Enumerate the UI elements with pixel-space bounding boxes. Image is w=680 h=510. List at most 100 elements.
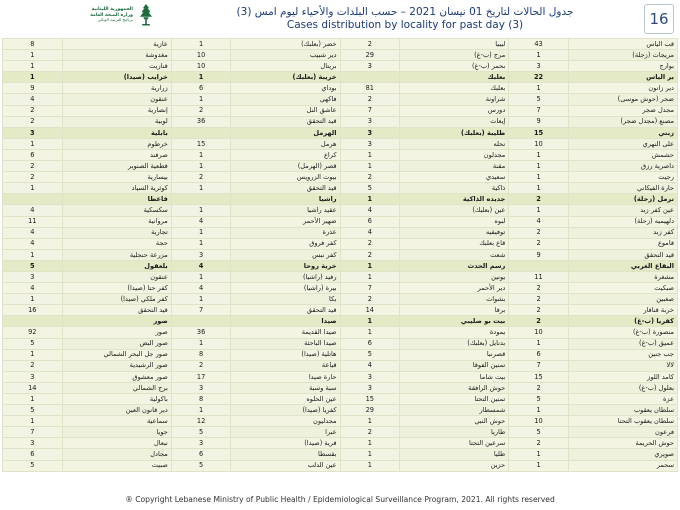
- locality-name-cell: بقسطا: [230, 448, 341, 461]
- case-count-cell: 3: [339, 115, 401, 128]
- locality-name-cell: تجارية: [61, 226, 172, 239]
- table-row: ترمل (زحلة) 2 جديده الذاكية 1 راشيا قاعطا: [2, 193, 679, 206]
- case-count-cell: 1: [508, 204, 569, 217]
- table-row: حوش الحريمة 2 سرعين التحتا 1 قرية (صيدا) 3 نبع…: [2, 437, 679, 450]
- case-count-cell: 6: [170, 82, 232, 95]
- case-count-cell: 1: [170, 337, 232, 350]
- locality-name-cell: خرطوم: [61, 137, 172, 150]
- locality-name-cell: رفيد (راشيا): [230, 270, 341, 284]
- case-count-cell: 14: [2, 381, 63, 395]
- table-row: جب جنين 6 قصرنبا 5 هاتلية (صيدا) 8 صور جل البح…: [2, 348, 679, 361]
- case-count-cell: 1: [170, 182, 232, 195]
- case-count-cell: 1: [339, 415, 401, 428]
- locality-name-cell: سبة وسبة: [230, 381, 341, 395]
- case-count-cell: 5: [339, 348, 401, 361]
- case-count-cell: 15: [508, 126, 569, 139]
- case-count-cell: 1: [339, 315, 401, 328]
- case-count-cell: 2: [508, 293, 569, 306]
- table-row: لالا 7 تمنين الفوقا 4 قياعة 2 صور الرشيدية 2: [2, 359, 679, 372]
- table-row: زبتي 15 طليبة (بعلبك) 3 الهرمل بابلية 3: [2, 126, 679, 139]
- case-count-cell: 1: [2, 60, 63, 73]
- locality-name-cell: خريبة (بعلبك): [230, 71, 341, 84]
- case-count-cell: 1: [339, 270, 401, 284]
- locality-name-cell: عنقون: [61, 270, 172, 284]
- table-row: على النهري 10 نحله 3 هرمل 15 خرطوم 1: [2, 137, 679, 150]
- copyright-text: ® Copyright Lebanese Ministry of Public …: [125, 495, 555, 504]
- locality-name-cell: إيعات: [399, 115, 510, 128]
- locality-name-cell: قيد التحقق: [230, 304, 341, 317]
- locality-name-cell: كراع: [230, 148, 341, 162]
- locality-name-cell: سلطان يعقوب التحتا: [567, 415, 679, 428]
- case-count-cell: 1: [170, 204, 232, 217]
- logo-line-3: برنامج الترصد الوبائي: [97, 16, 133, 22]
- locality-name-cell: حارة الفيكاني: [567, 182, 679, 195]
- case-count-cell: 1: [170, 160, 232, 173]
- locality-name-cell: هاتلية (صيدا): [230, 348, 341, 361]
- locality-name-cell: ذاكية: [399, 182, 510, 195]
- case-count-cell: 1: [339, 326, 401, 339]
- locality-name-cell: صغبين: [567, 293, 679, 306]
- locality-name-cell: كفريا (ب-غ): [567, 315, 679, 328]
- locality-name-cell: كفر زبد: [567, 226, 679, 239]
- table-row: مجدل ضجر 7 دورس 7 عاشق النل 2 إنصارية 2: [2, 104, 679, 117]
- locality-name-cell: عبرا: [230, 426, 341, 439]
- table-row: رجيت 1 سعيدي 2 بيوت الزرويس 2 بيسارية 2: [2, 171, 679, 184]
- locality-name-cell: باكولية: [61, 392, 172, 406]
- case-count-cell: 1: [2, 392, 63, 406]
- locality-name-cell: بر الياس: [567, 71, 679, 84]
- table-row: فرعون 5 طاريا 2 عبرا 5 جويا 7: [2, 426, 679, 439]
- case-count-cell: 2: [508, 381, 569, 395]
- locality-name-cell: فرعون: [567, 426, 679, 439]
- case-count-cell: 6: [170, 448, 232, 461]
- table-row: بعلول (ب-غ) 2 حوش الرافقة 3 سبة وسبة 3 برج الش…: [2, 381, 679, 395]
- case-count-cell: 1: [170, 93, 232, 106]
- locality-name-cell: بريتال: [230, 60, 341, 73]
- locality-name-cell: مغدوشة: [61, 49, 172, 62]
- locality-name-cell: رسم الحدث: [399, 259, 510, 272]
- table-row: كفريا (ب-غ) 2 بيت بو صليبي 1 صيدا صور: [2, 315, 679, 328]
- locality-name-cell: صيدا: [230, 315, 341, 328]
- locality-name-cell: دير شبيب: [230, 49, 341, 62]
- locality-name-cell: هرمل: [230, 137, 341, 150]
- case-count-cell: 1: [170, 237, 232, 250]
- case-count-cell: 1: [339, 160, 401, 173]
- table-row: عين كفر زبد 1 عين (بعلبك) 4 عقيد راشيا 1 سكسكي…: [2, 204, 679, 217]
- case-count-cell: 2: [2, 160, 63, 173]
- locality-name-cell: قاع بعلبك: [399, 237, 510, 250]
- locality-name-cell: منصورة (ب-غ): [567, 326, 679, 339]
- case-count-cell: [2, 315, 63, 328]
- case-count-cell: 1: [508, 171, 569, 184]
- case-count-cell: 1: [170, 226, 232, 239]
- locality-name-cell: مصنع (مجدل ضجر): [567, 115, 679, 128]
- case-count-cell: 1: [508, 160, 569, 173]
- locality-name-cell: بلعقول: [61, 259, 172, 272]
- case-count-cell: 3: [170, 381, 232, 395]
- locality-name-cell: زبتي: [567, 126, 679, 139]
- locality-name-cell: سماعية: [61, 415, 172, 428]
- locality-name-cell: طاريا: [399, 426, 510, 439]
- case-count-cell: 43: [508, 37, 569, 51]
- locality-name-cell: دير الأحمر: [399, 282, 510, 295]
- case-count-cell: [508, 259, 569, 272]
- cedar-tree-icon: [136, 3, 156, 27]
- locality-name-cell: عميق (ب-غ): [567, 337, 679, 350]
- locality-name-cell: صبكيت: [567, 282, 679, 295]
- table-row: منصورة (ب-غ) 10 يمودة 1 صيدا القديمة 36 صور 92: [2, 326, 679, 339]
- locality-name-cell: لبوه: [399, 215, 510, 228]
- locality-name-cell: توفيقيه: [399, 226, 510, 239]
- case-count-cell: 1: [339, 437, 401, 450]
- table-row: صبكيت 2 دير الأحمر 7 بيرة (راشيا) 4 كفر حتا (ص…: [2, 282, 679, 295]
- locality-name-cell: جب جنين: [567, 348, 679, 361]
- locality-name-cell: بكا: [230, 293, 341, 306]
- table-row: دير زانون 1 بعلبك 81 بوداي 6 زرارية 9: [2, 82, 679, 95]
- locality-name-cell: بحمر (ب-غ): [399, 60, 510, 73]
- case-count-cell: 2: [339, 93, 401, 106]
- case-count-cell: 22: [508, 71, 569, 84]
- ministry-logo-text: الجمهورية اللبنانية وزارة الصحة العامة ب…: [90, 7, 133, 22]
- slide-header: الجمهورية اللبنانية وزارة الصحة العامة ب…: [0, 0, 680, 38]
- case-count-cell: 2: [170, 359, 232, 372]
- case-count-cell: 5: [2, 259, 63, 272]
- locality-name-cell: عين الحلوه: [230, 392, 341, 406]
- locality-name-cell: كوثرية السياد: [61, 182, 172, 195]
- locality-name-cell: عذرة: [230, 226, 341, 239]
